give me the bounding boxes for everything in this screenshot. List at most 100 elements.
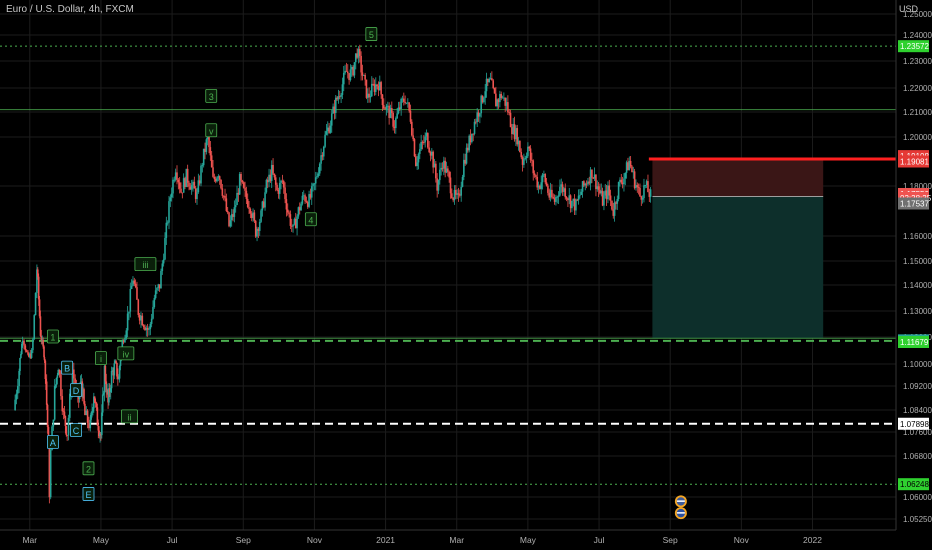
price-badge[interactable]: 1.11679	[898, 335, 929, 348]
candle-body	[272, 164, 274, 174]
candle-body	[281, 180, 284, 182]
wave-label[interactable]: i	[95, 351, 107, 366]
wave-label[interactable]: D	[70, 383, 82, 397]
wave-label[interactable]: ii	[121, 409, 138, 424]
wave-label[interactable]: C	[70, 423, 82, 438]
candle-body	[174, 172, 177, 180]
candle-body	[334, 97, 337, 113]
candle-body	[226, 210, 229, 213]
candle-body	[448, 171, 450, 178]
price-badge[interactable]: 1.07898	[898, 417, 929, 430]
wave-label[interactable]: iii	[134, 257, 157, 272]
candle-body	[611, 200, 613, 210]
wave-label-box	[82, 487, 95, 501]
candle-body	[492, 80, 495, 88]
eu-flag-event-icon[interactable]	[674, 507, 687, 520]
take-profit-zone[interactable]	[652, 196, 824, 339]
stop-loss-zone[interactable]	[652, 159, 824, 197]
candle-body	[214, 179, 217, 182]
candle-body	[136, 287, 138, 300]
price-badge[interactable]: 1.23572	[898, 40, 929, 53]
wave-label[interactable]: 5	[365, 27, 378, 41]
wave-label[interactable]: E	[82, 487, 95, 501]
y-tick-label: 1.07600	[903, 428, 932, 437]
wave-label[interactable]: 4	[304, 212, 317, 227]
candle-body	[516, 128, 519, 145]
candle-body	[428, 147, 430, 153]
candle-body	[322, 146, 325, 157]
candle-body	[531, 159, 533, 161]
wave-label[interactable]: 2	[82, 461, 95, 476]
wave-label-box	[304, 212, 317, 227]
candle-body	[600, 190, 603, 194]
candle-body	[36, 269, 38, 293]
price-badge-text: 1.19081	[900, 158, 929, 167]
candle-body	[25, 350, 28, 352]
candle-body	[177, 179, 180, 183]
price-badge[interactable]: 1.06248	[898, 478, 929, 491]
time-axis[interactable]	[0, 530, 932, 550]
price-badge-bg	[898, 478, 929, 491]
wave-label[interactable]: 1	[47, 329, 59, 344]
candle-body	[397, 107, 400, 114]
candle-body	[471, 133, 473, 143]
candle-body	[217, 176, 220, 178]
price-badge[interactable]: 1.17537	[898, 197, 929, 210]
candle-body	[552, 197, 555, 199]
candle-body	[237, 192, 240, 195]
candle-body	[461, 177, 464, 187]
wave-label[interactable]: v	[205, 123, 218, 138]
candle-body	[563, 188, 565, 192]
candle-body	[633, 171, 636, 189]
wave-label-box	[82, 461, 95, 476]
candle-body	[374, 84, 377, 92]
price-axis[interactable]	[896, 0, 932, 550]
candle-body	[467, 147, 469, 151]
price-badge-bg	[898, 155, 929, 168]
price-badge-bg	[898, 40, 929, 53]
x-tick-label: 2021	[376, 535, 395, 545]
candle-body	[491, 78, 493, 81]
candle-body	[617, 181, 620, 200]
candle-body	[429, 152, 432, 156]
candle-body	[393, 126, 396, 129]
candle-body	[289, 214, 292, 226]
candle-body	[154, 290, 157, 299]
candle-body	[188, 182, 190, 187]
candle-body	[268, 174, 270, 183]
candle-body	[105, 381, 108, 393]
y-tick-label: 1.06000	[903, 493, 932, 502]
candle-body	[156, 287, 158, 291]
candle-body	[511, 127, 513, 135]
candle-body	[346, 71, 349, 74]
candle-body	[405, 102, 408, 104]
candle-body	[488, 78, 490, 83]
candle-body	[125, 330, 128, 339]
candle-body	[362, 74, 365, 76]
candle-body	[197, 180, 200, 193]
candle-body	[341, 84, 344, 95]
candle-body	[361, 72, 364, 76]
candle-body	[449, 177, 452, 194]
candle-body	[480, 95, 482, 114]
wave-label[interactable]: A	[47, 435, 59, 449]
candle-body	[380, 82, 382, 95]
candle-body	[337, 96, 340, 100]
candle-body	[400, 98, 402, 109]
candle-body	[249, 208, 252, 214]
wave-label-text: D	[73, 386, 80, 396]
wave-label[interactable]: iv	[117, 346, 135, 361]
wave-label[interactable]: 3	[205, 89, 218, 103]
us-flag-event-icon[interactable]	[674, 495, 687, 508]
price-badge[interactable]: 1.19081	[898, 155, 929, 168]
candle-body	[265, 179, 268, 193]
candle-body	[242, 182, 245, 188]
candle-body	[612, 209, 615, 216]
currency-label[interactable]: USD	[898, 4, 918, 14]
wave-label[interactable]: B	[61, 360, 74, 375]
candle-body	[497, 99, 500, 103]
wave-label-text: 1	[50, 333, 55, 343]
candle-body	[540, 182, 543, 189]
candle-body	[114, 361, 116, 364]
